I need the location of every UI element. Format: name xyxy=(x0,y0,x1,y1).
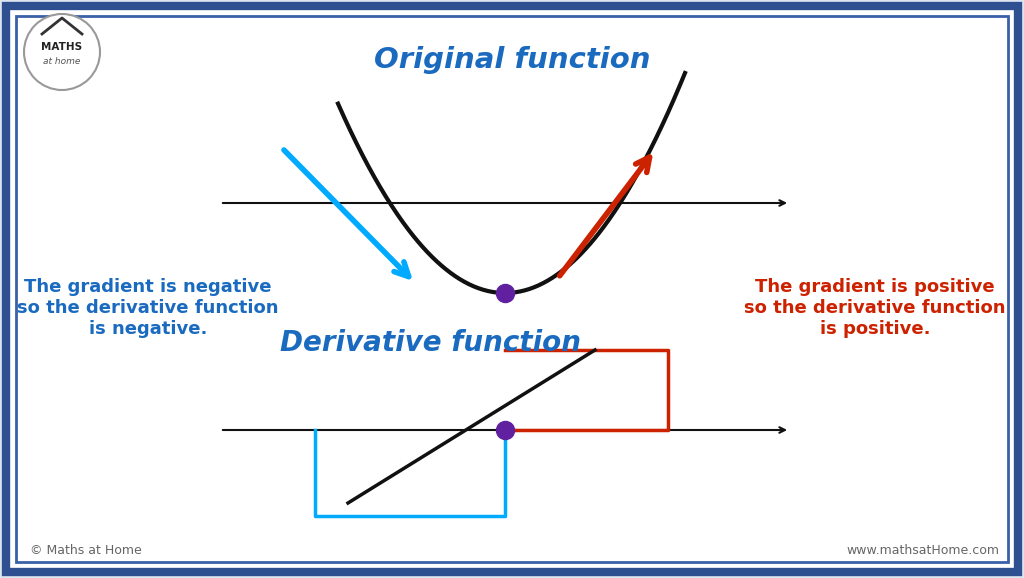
Text: MATHS: MATHS xyxy=(41,42,83,52)
Text: The gradient is positive
so the derivative function
is positive.: The gradient is positive so the derivati… xyxy=(744,278,1006,338)
Text: Derivative function: Derivative function xyxy=(280,329,581,357)
Text: © Maths at Home: © Maths at Home xyxy=(30,543,141,557)
Text: The gradient is negative
so the derivative function
is negative.: The gradient is negative so the derivati… xyxy=(17,278,279,338)
Text: at home: at home xyxy=(43,57,81,65)
Text: www.mathsatHome.com: www.mathsatHome.com xyxy=(846,543,999,557)
Text: Original function: Original function xyxy=(374,46,650,74)
Circle shape xyxy=(24,14,100,90)
